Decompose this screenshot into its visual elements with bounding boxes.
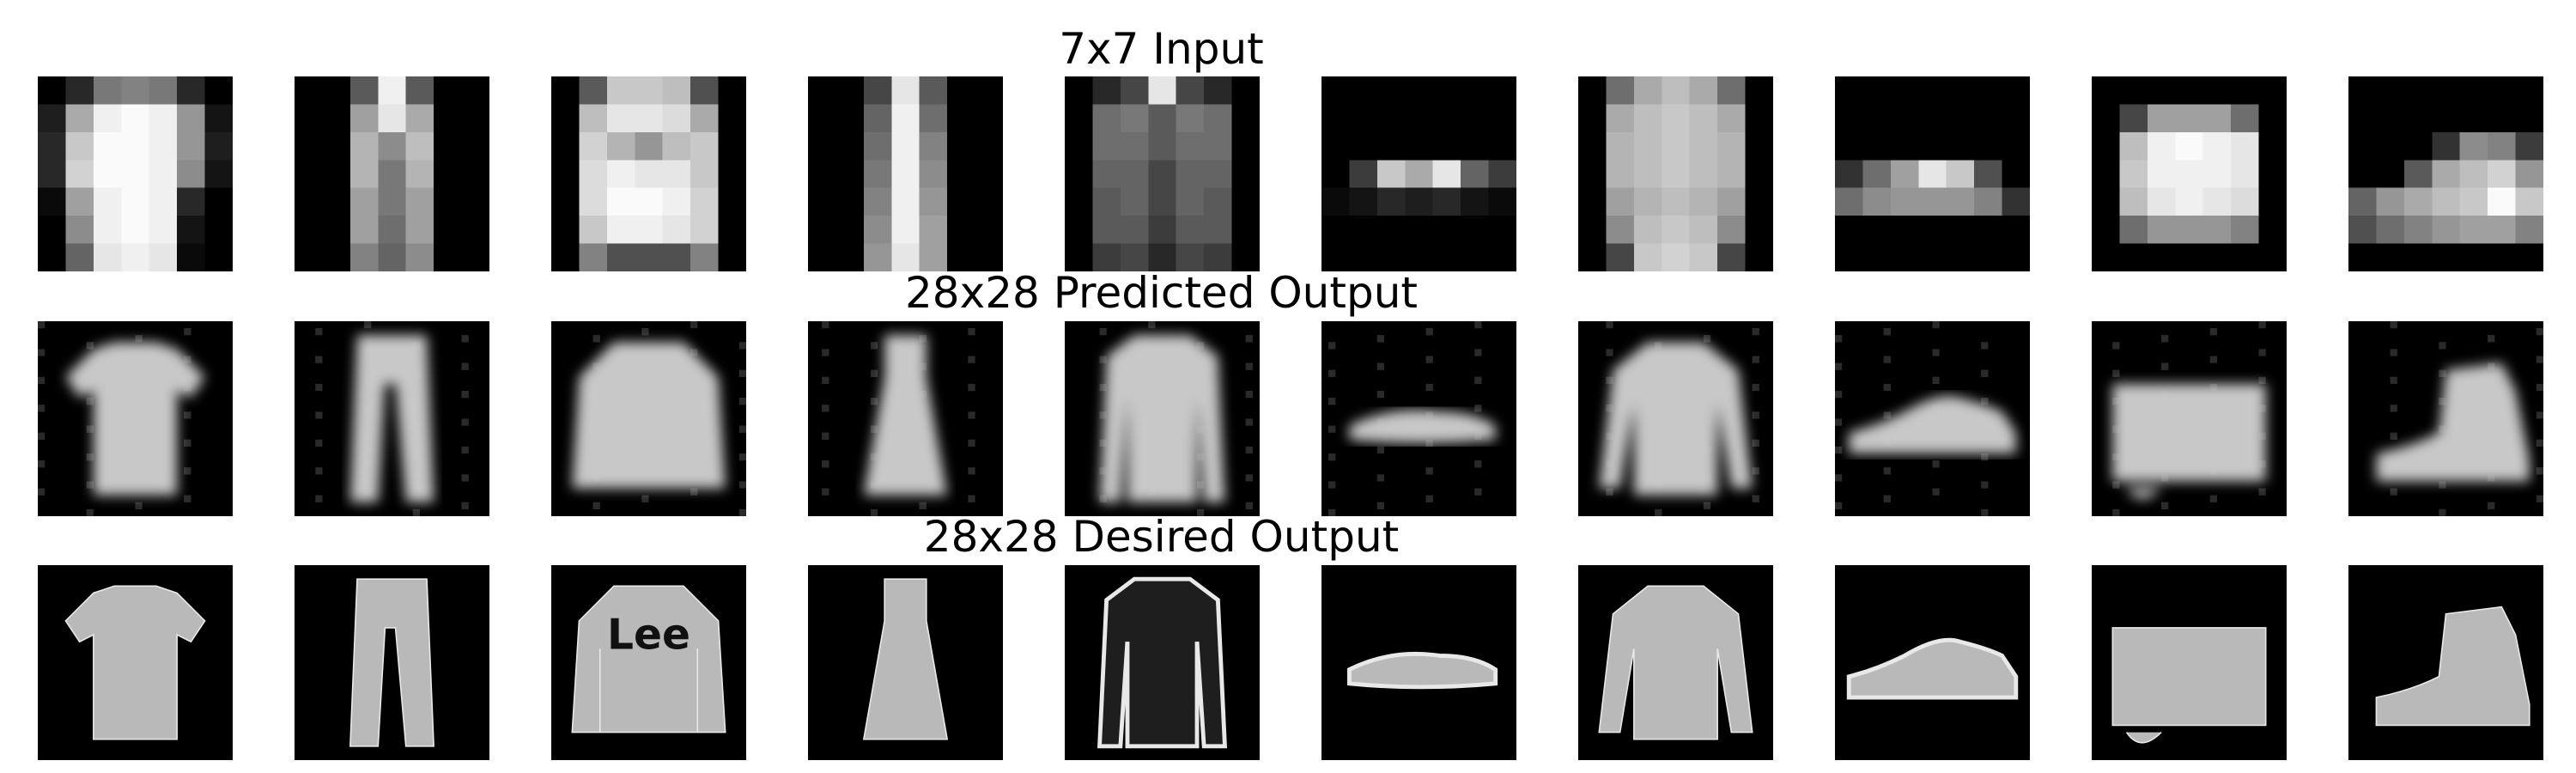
input-tile-shirt-icon (1578, 76, 1773, 271)
input-tile-trouser-icon (295, 76, 489, 271)
desired-tile-shirt-icon (1578, 565, 1773, 760)
input-tile-sneaker-icon (1835, 76, 2030, 271)
input-tile-dress-icon (808, 76, 1003, 271)
input-tile-tshirt-icon (38, 76, 233, 271)
input-tile-coat-icon (1065, 76, 1260, 271)
predicted-tile-ankle-boot-icon (2348, 321, 2543, 516)
input-tile-sandal-icon (1321, 76, 1516, 271)
desired-tile-bag-icon (2092, 565, 2287, 760)
predicted-tile-sneaker-icon (1835, 321, 2030, 516)
desired-tile-pullover-icon: Lee (551, 565, 746, 760)
desired-tile-ankle-boot-icon (2348, 565, 2543, 760)
input-tile-bag-icon (2092, 76, 2287, 271)
desired-tile-trouser-icon (295, 565, 489, 760)
desired-tile-sandal-icon (1321, 565, 1516, 760)
desired-tile-dress-icon (808, 565, 1003, 760)
row-title-desired: 28x28 Desired Output (923, 512, 1400, 562)
row-title-input: 7x7 Input (1059, 24, 1264, 74)
predicted-tile-trouser-icon (295, 321, 489, 516)
input-tile-ankle-boot-icon (2348, 76, 2543, 271)
desired-tile-coat-icon (1065, 565, 1260, 760)
predicted-tile-tshirt-icon (38, 321, 233, 516)
row-title-predicted: 28x28 Predicted Output (904, 268, 1419, 318)
predicted-tile-sandal-icon (1321, 321, 1516, 516)
predicted-tile-shirt-icon (1578, 321, 1773, 516)
predicted-tile-pullover-icon (551, 321, 746, 516)
predicted-tile-coat-icon (1065, 321, 1260, 516)
predicted-tile-bag-icon (2092, 321, 2287, 516)
desired-tile-tshirt-icon (38, 565, 233, 760)
input-tile-pullover-icon (551, 76, 746, 271)
pullover-print-text: Lee (607, 611, 690, 659)
desired-tile-sneaker-icon (1835, 565, 2030, 760)
predicted-tile-dress-icon (808, 321, 1003, 516)
